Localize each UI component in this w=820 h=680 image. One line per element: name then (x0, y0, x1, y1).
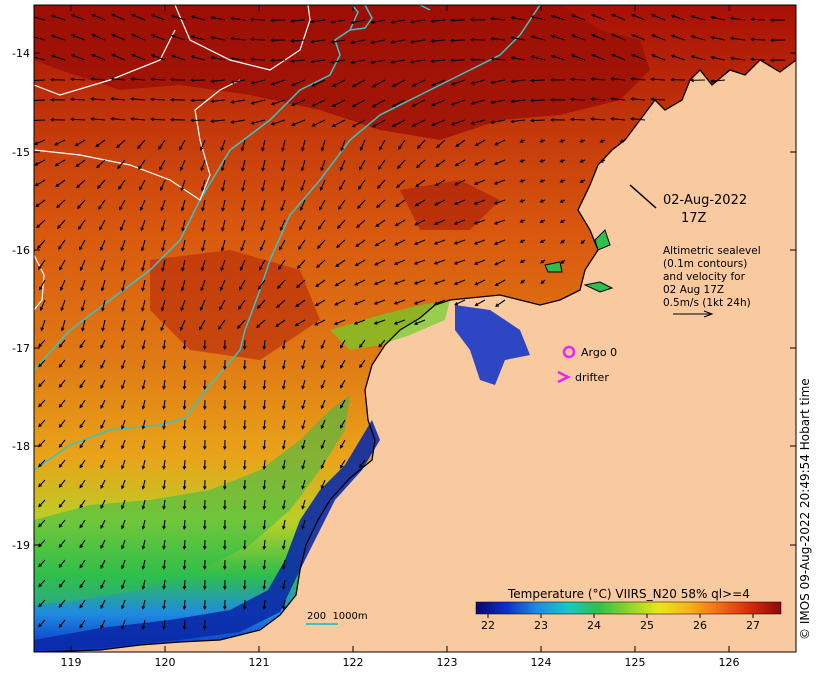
bathy-contour (34, 5, 541, 471)
colorbar (475, 601, 782, 615)
colorbar-title: Temperature (°C) VIIRS_N20 58% ql>=4 (507, 587, 750, 601)
argo-label: Argo 0 (581, 346, 617, 359)
argo-marker-icon (562, 345, 576, 359)
annotation-leader (629, 184, 657, 209)
info-line: 0.5m/s (1kt 24h) (663, 297, 751, 309)
x-tick-label: 125 (625, 656, 646, 669)
x-tick-label: 123 (437, 656, 458, 669)
colorbar-ticks: 22 23 24 25 26 27 (481, 614, 760, 632)
colorbar-tick-label: 23 (534, 619, 548, 632)
y-tick-label: -16 (12, 244, 30, 257)
colorbar-tick-label: 22 (481, 619, 495, 632)
warm-patch-2 (400, 180, 500, 230)
green-band (34, 395, 350, 605)
warm-patch (150, 250, 320, 360)
coastline (34, 59, 796, 652)
velocity-arrows (34, 13, 786, 631)
x-tick-label: 122 (343, 656, 364, 669)
y-tick-label: -15 (12, 146, 30, 159)
islands (544, 229, 614, 293)
x-tick-label: 119 (61, 656, 82, 669)
y-tick-label: -18 (12, 440, 30, 453)
date-label: 02-Aug-2022 (663, 193, 747, 208)
credit-container: © IMOS 09-Aug-2022 20:49:54 Hobart time (795, 340, 815, 660)
sealevel-contour (34, 5, 311, 311)
x-tick-label: 121 (249, 656, 270, 669)
x-axis: 119 120 121 122 123 124 125 126 (61, 5, 740, 669)
time-label: 17Z (681, 211, 707, 226)
colorbar-tick-label: 25 (640, 619, 654, 632)
y-tick-label: -17 (12, 342, 30, 355)
credit-text: © IMOS 09-Aug-2022 20:49:54 Hobart time (798, 378, 812, 640)
gulf-cold (455, 305, 530, 385)
info-line: 02 Aug 17Z (663, 284, 724, 296)
y-tick-label: -19 (12, 539, 30, 552)
y-axis: -14 -15 -16 -17 -18 -19 (12, 47, 796, 552)
colorbar-tick-label: 24 (587, 619, 601, 632)
x-tick-label: 126 (719, 656, 740, 669)
x-tick-label: 124 (531, 656, 552, 669)
colorbar-tick-label: 26 (693, 619, 707, 632)
info-line: (0.1m contours) (663, 258, 747, 270)
info-block: Altimetric sealevel (0.1m contours) and … (663, 245, 761, 318)
info-line: Altimetric sealevel (663, 245, 761, 257)
x-tick-label: 120 (155, 656, 176, 669)
scale-arrow (673, 310, 714, 318)
drifter-marker-icon (557, 370, 571, 384)
drifter-label: drifter (575, 371, 609, 384)
colorbar-tick-label: 27 (746, 619, 760, 632)
map-frame (33, 4, 797, 653)
bathy-scale-label: 200 1000m (307, 611, 368, 622)
y-tick-label: -14 (12, 47, 30, 60)
info-line: and velocity for (663, 271, 746, 283)
nearshore-green (330, 300, 450, 350)
